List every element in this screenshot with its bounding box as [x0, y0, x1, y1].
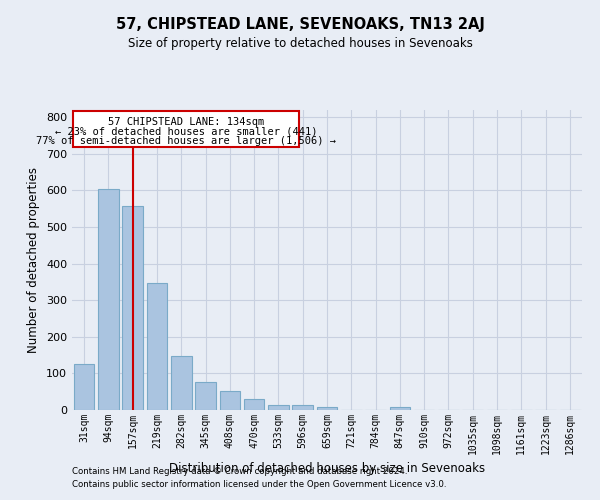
- Bar: [98, 190, 119, 410]
- Text: 57, CHIPSTEAD LANE, SEVENOAKS, TN13 2AJ: 57, CHIPSTEAD LANE, SEVENOAKS, TN13 2AJ: [116, 18, 484, 32]
- Bar: [268, 405, 289, 410]
- FancyBboxPatch shape: [73, 110, 299, 148]
- Bar: [146, 282, 167, 410]
- Text: ← 23% of detached houses are smaller (441): ← 23% of detached houses are smaller (44…: [55, 126, 317, 136]
- X-axis label: Distribution of detached houses by size in Sevenoaks: Distribution of detached houses by size …: [169, 462, 485, 475]
- Bar: [317, 408, 337, 410]
- Text: Size of property relative to detached houses in Sevenoaks: Size of property relative to detached ho…: [128, 38, 472, 51]
- Bar: [74, 364, 94, 410]
- Bar: [195, 382, 216, 410]
- Bar: [389, 407, 410, 410]
- Bar: [122, 206, 143, 410]
- Bar: [292, 405, 313, 410]
- Text: 57 CHIPSTEAD LANE: 134sqm: 57 CHIPSTEAD LANE: 134sqm: [108, 118, 264, 128]
- Text: 77% of semi-detached houses are larger (1,506) →: 77% of semi-detached houses are larger (…: [36, 136, 336, 145]
- Text: Contains public sector information licensed under the Open Government Licence v3: Contains public sector information licen…: [72, 480, 446, 489]
- Y-axis label: Number of detached properties: Number of detached properties: [28, 167, 40, 353]
- Bar: [244, 399, 265, 410]
- Bar: [220, 391, 240, 410]
- Text: Contains HM Land Registry data © Crown copyright and database right 2024.: Contains HM Land Registry data © Crown c…: [72, 467, 407, 476]
- Bar: [171, 356, 191, 410]
